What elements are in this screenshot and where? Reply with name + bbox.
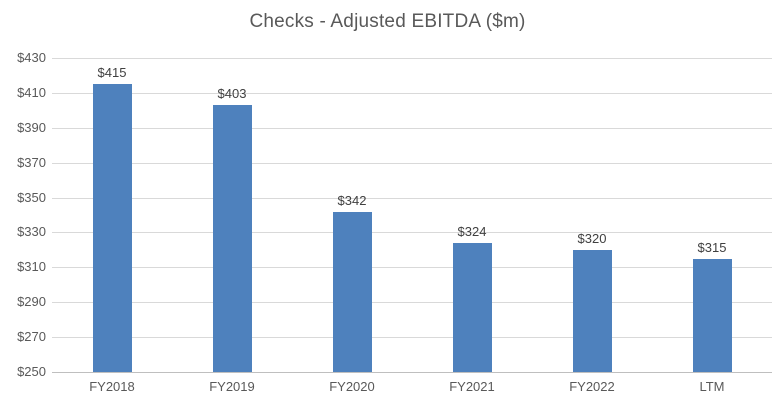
data-label-fy2021: $324: [457, 223, 487, 239]
y-axis-tick-label: $430: [17, 50, 46, 65]
y-axis-tick-label: $350: [17, 189, 46, 205]
y-axis-tick-label: $250: [17, 364, 46, 379]
bar-fy2020: [332, 211, 372, 372]
data-label-fy2020: $342: [337, 192, 367, 208]
y-axis: $250 $270 $290 $310 $330 $350 $370 $390 $410 $430: [0, 50, 46, 379]
x-axis-tick-label: FY2019: [209, 379, 255, 394]
gridline: [52, 232, 772, 234]
bar-ltm: [692, 258, 732, 372]
y-axis-tick-label: $410: [17, 84, 46, 100]
x-axis-tick-label: FY2018: [89, 379, 135, 394]
x-axis-tick-label: FY2021: [449, 379, 495, 394]
x-axis-tick-label: FY2022: [569, 379, 615, 394]
data-label-fy2019: $403: [217, 86, 247, 102]
y-axis-tick-label: $290: [17, 294, 46, 310]
bar-fy2022: [572, 249, 612, 372]
gridline: [52, 267, 772, 269]
gridline: [52, 127, 772, 129]
y-axis-tick-label: $370: [17, 154, 46, 170]
gridline: [52, 302, 772, 304]
chart-title: Checks - Adjusted EBITDA ($m): [249, 11, 526, 32]
y-axis-tick-label: $310: [17, 259, 46, 275]
gridline: [52, 337, 772, 339]
x-axis: FY2018 FY2019 FY2020 FY2021 FY2022 LTM: [52, 379, 772, 399]
y-axis-tick-label: $330: [17, 224, 46, 240]
bar-fy2018: [92, 84, 132, 372]
data-label-fy2018: $415: [97, 65, 127, 81]
y-axis-tick-label: $390: [17, 119, 46, 135]
data-label-fy2022: $320: [577, 230, 607, 246]
data-label-ltm: $315: [697, 239, 727, 255]
bar-fy2021: [452, 242, 492, 372]
bar-fy2019: [212, 105, 252, 372]
x-axis-tick-label: FY2020: [329, 379, 375, 394]
x-axis-tick-label: LTM: [699, 379, 725, 394]
y-axis-tick-label: $270: [17, 329, 46, 345]
gridline: [52, 197, 772, 199]
gridline: [52, 162, 772, 164]
gridline: [52, 92, 772, 94]
plot-area: $415 $403 $342 $324 $320 $315: [52, 58, 772, 373]
gridline: [52, 58, 772, 59]
